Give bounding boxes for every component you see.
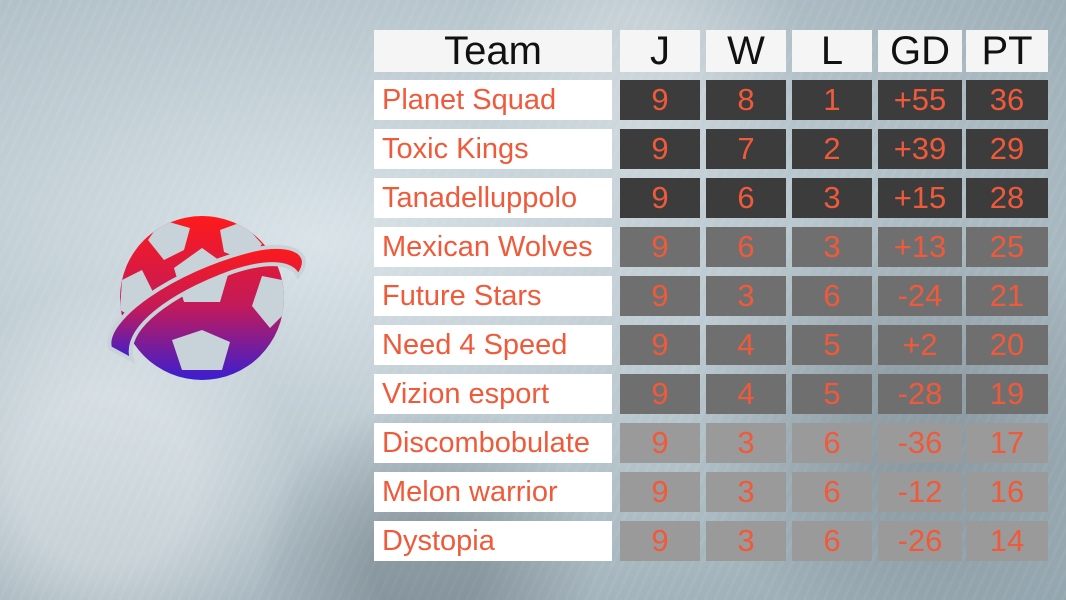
losses: 1 bbox=[792, 80, 872, 120]
wins: 6 bbox=[706, 227, 786, 267]
wins: 3 bbox=[706, 276, 786, 316]
points: 28 bbox=[966, 178, 1048, 218]
soccer-planet-logo bbox=[107, 216, 306, 380]
losses: 6 bbox=[792, 423, 872, 463]
goal-difference: +55 bbox=[878, 80, 962, 120]
team-name: Vizion esport bbox=[374, 374, 612, 414]
losses: 2 bbox=[792, 129, 872, 169]
team-name: Discombobulate bbox=[374, 423, 612, 463]
points: 36 bbox=[966, 80, 1048, 120]
header-games: J bbox=[620, 29, 700, 73]
goal-difference: +13 bbox=[878, 227, 962, 267]
losses: 3 bbox=[792, 227, 872, 267]
losses: 6 bbox=[792, 276, 872, 316]
goal-difference: -26 bbox=[878, 521, 962, 561]
team-name: Need 4 Speed bbox=[374, 325, 612, 365]
games-played: 9 bbox=[620, 80, 700, 120]
team-name: Future Stars bbox=[374, 276, 612, 316]
games-played: 9 bbox=[620, 521, 700, 561]
team-name: Planet Squad bbox=[374, 80, 612, 120]
goal-difference: +39 bbox=[878, 129, 962, 169]
games-played: 9 bbox=[620, 423, 700, 463]
header-goal-difference: GD bbox=[878, 29, 962, 73]
points: 20 bbox=[966, 325, 1048, 365]
wins: 3 bbox=[706, 472, 786, 512]
wins: 4 bbox=[706, 325, 786, 365]
games-played: 9 bbox=[620, 374, 700, 414]
team-name: Tanadelluppolo bbox=[374, 178, 612, 218]
points: 14 bbox=[966, 521, 1048, 561]
header-losses: L bbox=[792, 29, 872, 73]
points: 17 bbox=[966, 423, 1048, 463]
goal-difference: -28 bbox=[878, 374, 962, 414]
losses: 6 bbox=[792, 521, 872, 561]
header-team: Team bbox=[374, 29, 612, 73]
wins: 7 bbox=[706, 129, 786, 169]
goal-difference: -12 bbox=[878, 472, 962, 512]
team-name: Dystopia bbox=[374, 521, 612, 561]
team-name: Toxic Kings bbox=[374, 129, 612, 169]
points: 16 bbox=[966, 472, 1048, 512]
games-played: 9 bbox=[620, 325, 700, 365]
games-played: 9 bbox=[620, 472, 700, 512]
points: 25 bbox=[966, 227, 1048, 267]
wins: 8 bbox=[706, 80, 786, 120]
goal-difference: -24 bbox=[878, 276, 962, 316]
losses: 5 bbox=[792, 325, 872, 365]
losses: 6 bbox=[792, 472, 872, 512]
goal-difference: +15 bbox=[878, 178, 962, 218]
points: 29 bbox=[966, 129, 1048, 169]
games-played: 9 bbox=[620, 178, 700, 218]
games-played: 9 bbox=[620, 227, 700, 267]
losses: 3 bbox=[792, 178, 872, 218]
team-name: Melon warrior bbox=[374, 472, 612, 512]
wins: 4 bbox=[706, 374, 786, 414]
wins: 3 bbox=[706, 521, 786, 561]
wins: 6 bbox=[706, 178, 786, 218]
games-played: 9 bbox=[620, 129, 700, 169]
header-wins: W bbox=[706, 29, 786, 73]
goal-difference: -36 bbox=[878, 423, 962, 463]
wins: 3 bbox=[706, 423, 786, 463]
team-name: Mexican Wolves bbox=[374, 227, 612, 267]
losses: 5 bbox=[792, 374, 872, 414]
header-points: PT bbox=[966, 29, 1048, 73]
points: 19 bbox=[966, 374, 1048, 414]
goal-difference: +2 bbox=[878, 325, 962, 365]
points: 21 bbox=[966, 276, 1048, 316]
games-played: 9 bbox=[620, 276, 700, 316]
